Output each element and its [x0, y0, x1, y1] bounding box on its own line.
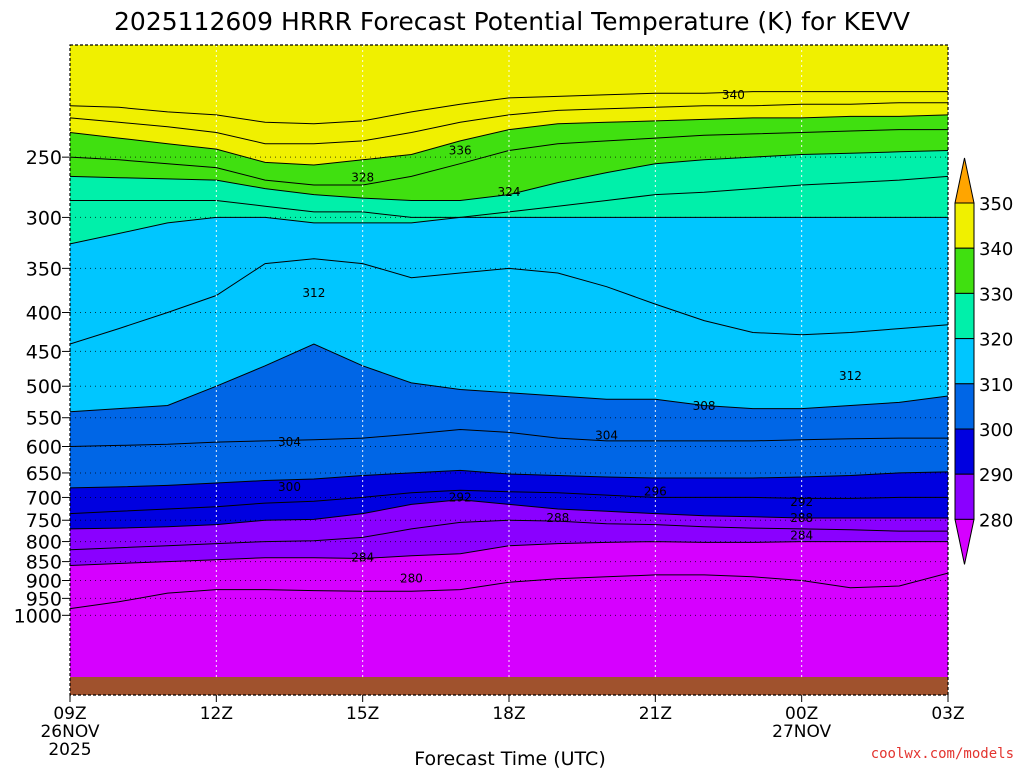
x-tick-label: 00Z: [785, 704, 818, 724]
x-tick-label: 15Z: [346, 704, 379, 724]
x-axis-label: Forecast Time (UTC): [414, 748, 605, 768]
theta-band: [70, 490, 948, 529]
surface-strip: [70, 677, 948, 695]
y-tick-label: 750: [26, 510, 62, 532]
colorbar-bottom-arrow: [954, 518, 975, 565]
contour-fill-group: 340 336 328 324 312 312 308 304 304 300 296 292 292 2…: [70, 45, 948, 677]
colorbar-segment: [954, 338, 975, 385]
y-tick-label: 650: [26, 463, 62, 485]
theta-band: [70, 217, 948, 344]
colorbar-tick-label: 290: [979, 465, 1013, 486]
colorbar-tick-label: 350: [979, 194, 1013, 215]
theta-band: [70, 91, 948, 144]
x-tick-label: 18Z: [492, 704, 525, 724]
y-tick-label: 700: [26, 487, 62, 509]
contour-label: 288: [790, 511, 813, 525]
x-date-label: 27NOV: [772, 722, 831, 742]
colorbar-segment: [954, 292, 975, 340]
colorbar-tick-label: 280: [979, 510, 1013, 531]
contour-label: 284: [351, 551, 374, 565]
contour-label: 288: [546, 511, 569, 525]
colorbar-tick-label: 310: [979, 375, 1013, 396]
colorbar-segment: [954, 247, 975, 294]
x-tick-label: 21Z: [639, 704, 672, 724]
theta-band: [70, 470, 948, 514]
isentrope-line: [70, 216, 948, 245]
x-date-label: 26NOV: [40, 722, 99, 742]
colorbar-segment: [954, 383, 975, 430]
theta-band: [70, 520, 948, 566]
site-credit: coolwx.com/models: [870, 746, 1014, 762]
isentrope-line: [70, 499, 948, 530]
contour-label: 292: [790, 495, 813, 509]
x-tick-label: 12Z: [200, 704, 233, 724]
x-tick-label: 09Z: [53, 704, 86, 724]
contour-label: 284: [790, 528, 813, 542]
y-tick-label: 600: [26, 436, 62, 458]
colorbar-segment: [954, 428, 975, 475]
contour-label: 280: [400, 572, 423, 586]
colorbar-top-arrow: [954, 157, 975, 204]
y-tick-label: 800: [26, 532, 62, 554]
y-tick-label: 450: [26, 341, 62, 363]
contour-label: 336: [449, 143, 472, 157]
y-tick-label: 900: [26, 570, 62, 592]
isentrope-line: [70, 114, 948, 166]
theta-band: [70, 150, 948, 218]
colorbar-legend: 280 290 300 310 320 330 340 350: [954, 157, 1013, 565]
contour-label: 324: [498, 185, 521, 199]
x-date-label: 2025: [48, 740, 91, 760]
y-tick-label: 950: [26, 588, 62, 610]
colorbar-tick-label: 320: [979, 330, 1013, 351]
y-axis: 2503003504004505005506006507007508008509…: [14, 147, 70, 627]
y-tick-label: 1000: [14, 605, 62, 627]
x-tick-label: 03Z: [931, 704, 964, 724]
colorbar-tick-label: 330: [979, 284, 1013, 305]
y-tick-label: 350: [26, 258, 62, 280]
contour-label: 300: [278, 480, 301, 494]
plot-area: 340 336 328 324 312 312 308 304 304 300 296 292 292 2…: [69, 44, 949, 696]
y-tick-label: 250: [26, 147, 62, 169]
isentrope-line: [70, 102, 948, 145]
contour-label: 292: [449, 490, 472, 504]
colorbar-tick-label: 300: [979, 420, 1013, 441]
colorbar-segment: [954, 202, 975, 249]
theta-band: [70, 176, 948, 244]
y-tick-label: 850: [26, 552, 62, 574]
theta-band: [70, 429, 948, 488]
theta-band: [70, 499, 948, 550]
y-tick-label: 500: [26, 376, 62, 398]
colorbar-segment: [954, 473, 975, 520]
contour-label: 312: [839, 369, 862, 383]
contour-label: 328: [351, 171, 374, 185]
isentrope-line: [70, 428, 948, 447]
contour-label: 304: [278, 435, 301, 449]
colorbar-tick-label: 340: [979, 239, 1013, 260]
theta-band: [70, 45, 948, 124]
chart-title: 2025112609 HRRR Forecast Potential Tempe…: [114, 7, 910, 36]
contour-label: 340: [722, 88, 745, 102]
y-tick-label: 400: [26, 302, 62, 324]
theta-band: [70, 114, 948, 185]
contour-label: 308: [693, 399, 716, 413]
contour-label: 296: [644, 485, 667, 499]
contour-label: 312: [302, 286, 325, 300]
y-tick-label: 300: [26, 207, 62, 229]
y-tick-label: 550: [26, 408, 62, 430]
contour-label: 304: [595, 428, 618, 442]
